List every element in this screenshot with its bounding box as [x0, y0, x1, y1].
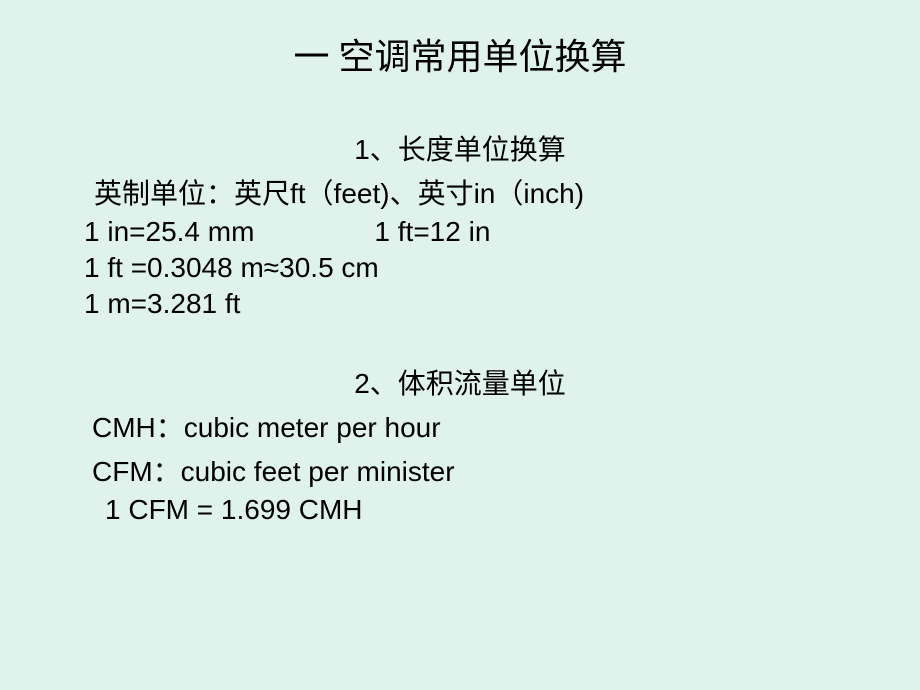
ft-to-in: 1 ft=12 in [374, 216, 490, 247]
conversion-line-2: 1 ft =0.3048 m≈30.5 cm [84, 252, 920, 284]
cmh-definition: CMH：cubic meter per hour [92, 406, 920, 446]
conversion-line-3: 1 m=3.281 ft [84, 288, 920, 320]
inch-to-mm: 1 in=25.4 mm [84, 216, 254, 247]
conversion-line-1: 1 in=25.4 mm 1 ft=12 in [84, 216, 920, 248]
cfm-conversion: 1 CFM = 1.699 CMH [105, 494, 920, 526]
cfm-definition: CFM：cubic feet per minister [92, 450, 920, 490]
slide-title: 一 空调常用单位换算 [0, 0, 920, 80]
imperial-units-line: 英制单位：英尺ft（feet)、英寸in（inch) [94, 172, 920, 212]
section1-heading: 1、长度单位换算 [0, 128, 920, 168]
section2-heading: 2、体积流量单位 [0, 362, 920, 402]
